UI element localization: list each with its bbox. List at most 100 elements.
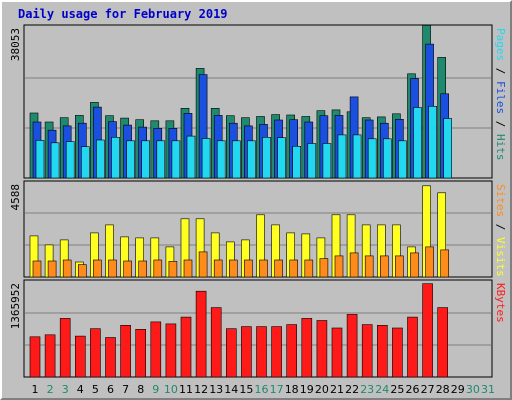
legend-part-pages-files-hits-2: Files <box>494 81 507 114</box>
x-tick-label-day-11: 11 <box>179 383 193 396</box>
bar-sites-day-3 <box>62 259 72 278</box>
x-tick-label-day-16: 16 <box>255 383 269 396</box>
bar-kbytes-day-16 <box>256 326 267 378</box>
legend-part-pages-files-hits-4: Hits <box>494 134 507 161</box>
x-tick-label-day-29: 29 <box>451 383 465 396</box>
x-tick-label-day-23: 23 <box>360 383 374 396</box>
bar-kbytes-day-18 <box>286 324 298 378</box>
bar-pages-day-19 <box>307 143 317 179</box>
bar-sites-day-18 <box>289 259 299 278</box>
bar-kbytes-day-24 <box>376 324 388 378</box>
legend-part-pages-files-hits-0: Pages <box>494 28 507 61</box>
x-tick-label-day-13: 13 <box>209 383 223 396</box>
x-tick-label-day-12: 12 <box>194 383 208 396</box>
bar-sites-day-8 <box>138 260 147 278</box>
bar-kbytes-day-26 <box>407 316 418 378</box>
legend-part-pages-files-hits-1: / <box>494 61 507 81</box>
y-max-label-pages-files-hits: 38053 <box>9 28 22 61</box>
bar-kbytes-day-27 <box>422 283 433 378</box>
bar-pages-day-15 <box>247 140 256 179</box>
x-tick-label-day-27: 27 <box>421 383 435 396</box>
bar-sites-day-20 <box>319 258 329 278</box>
legend-part-sites-visits-1: / <box>494 217 507 237</box>
bar-pages-day-20 <box>322 143 332 179</box>
bar-sites-day-6 <box>108 259 117 278</box>
bar-sites-day-5 <box>93 259 102 278</box>
bar-kbytes-day-28 <box>437 307 449 378</box>
bar-kbytes-day-13 <box>210 307 222 378</box>
bar-sites-day-1 <box>32 260 42 278</box>
bar-pages-day-26 <box>413 107 422 179</box>
x-tick-label-day-2: 2 <box>47 383 54 396</box>
bar-kbytes-day-7 <box>120 324 131 378</box>
x-tick-label-day-22: 22 <box>345 383 359 396</box>
bar-sites-day-22 <box>349 252 359 278</box>
bar-kbytes-day-9 <box>150 321 162 378</box>
bar-sites-day-19 <box>304 259 314 278</box>
bar-sites-day-26 <box>410 252 419 278</box>
bar-pages-day-9 <box>156 140 166 179</box>
bar-pages-day-21 <box>337 134 347 179</box>
bar-kbytes-day-6 <box>105 337 116 378</box>
bar-kbytes-day-8 <box>135 328 146 378</box>
bar-pages-day-28 <box>443 118 453 179</box>
bar-sites-day-27 <box>425 246 434 278</box>
x-tick-label-day-31: 31 <box>481 383 495 396</box>
bar-sites-day-4 <box>78 264 87 278</box>
bar-pages-day-2 <box>50 142 60 179</box>
bar-sites-day-13 <box>213 259 223 278</box>
x-tick-label-day-17: 17 <box>270 383 284 396</box>
x-tick-label-day-20: 20 <box>315 383 329 396</box>
x-tick-label-day-21: 21 <box>330 383 344 396</box>
bar-pages-day-13 <box>216 140 226 179</box>
bar-pages-day-17 <box>277 137 286 179</box>
bar-pages-day-1 <box>35 140 45 179</box>
x-tick-label-day-18: 18 <box>285 383 299 396</box>
bar-kbytes-day-15 <box>241 326 252 378</box>
x-tick-label-day-4: 4 <box>77 383 84 396</box>
bar-sites-day-15 <box>244 259 253 278</box>
bar-kbytes-day-5 <box>90 328 101 378</box>
bar-kbytes-day-1 <box>29 336 41 378</box>
bar-sites-day-12 <box>198 251 208 278</box>
y-max-label-kbytes: 1365952 <box>9 283 22 329</box>
bar-pages-day-22 <box>352 134 362 179</box>
bar-sites-day-25 <box>395 255 404 278</box>
x-tick-label-day-8: 8 <box>137 383 144 396</box>
bar-kbytes-day-23 <box>361 324 373 378</box>
bar-pages-day-27 <box>428 106 437 179</box>
y-max-label-sites-visits: 4588 <box>9 184 22 211</box>
bar-sites-day-9 <box>153 259 163 278</box>
legend-part-sites-visits-0: Sites <box>494 184 507 217</box>
x-tick-label-day-5: 5 <box>92 383 99 396</box>
bar-sites-day-28 <box>440 249 450 278</box>
bar-kbytes-day-25 <box>392 327 403 378</box>
legend-label-sites-visits: Sites / Visits <box>494 184 507 277</box>
bar-kbytes-day-22 <box>346 314 358 378</box>
legend-part-sites-visits-2: Visits <box>494 237 507 277</box>
bar-pages-day-12 <box>201 138 211 179</box>
bar-kbytes-day-19 <box>301 318 313 378</box>
x-tick-label-day-10: 10 <box>164 383 178 396</box>
x-tick-label-day-14: 14 <box>224 383 238 396</box>
x-tick-label-day-15: 15 <box>239 383 253 396</box>
bar-pages-day-3 <box>65 141 75 179</box>
bar-pages-day-7 <box>126 140 135 179</box>
bar-pages-day-14 <box>232 140 241 179</box>
bar-sites-day-24 <box>379 255 389 278</box>
x-tick-label-day-9: 9 <box>152 383 159 396</box>
x-tick-label-day-7: 7 <box>122 383 129 396</box>
bar-sites-day-14 <box>229 259 238 278</box>
bar-pages-day-8 <box>141 140 150 179</box>
bar-sites-day-10 <box>168 261 178 278</box>
bar-kbytes-day-4 <box>75 335 86 378</box>
legend-part-kbytes-0: KBytes <box>494 283 507 323</box>
bar-sites-day-17 <box>274 259 283 278</box>
bar-pages-day-5 <box>96 139 105 179</box>
bar-pages-day-18 <box>292 146 302 179</box>
bar-kbytes-day-3 <box>59 318 71 378</box>
legend-part-pages-files-hits-3: / <box>494 114 507 134</box>
bar-kbytes-day-11 <box>180 316 192 378</box>
x-tick-label-day-19: 19 <box>300 383 314 396</box>
